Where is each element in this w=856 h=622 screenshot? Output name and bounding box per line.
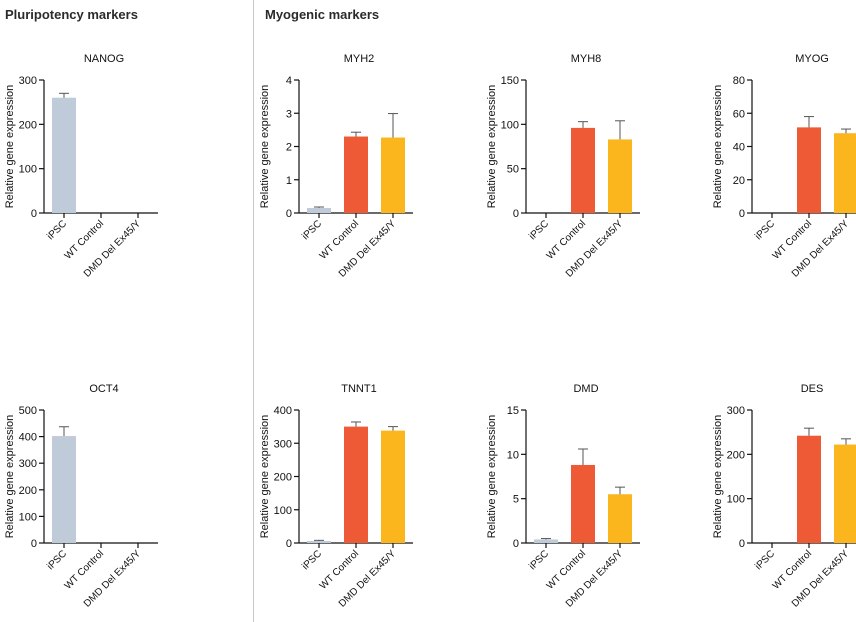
y-axis-label: Relative gene expression [4, 85, 16, 209]
y-tick-label: 200 [727, 449, 745, 461]
y-tick-label: 0 [31, 208, 37, 220]
bar [52, 97, 76, 213]
chart-myog: MYOG Relative gene expression 0 20 40 60 80 iPS… [712, 53, 856, 280]
y-tick-label: 1 [286, 175, 292, 187]
y-tick-label: 100 [727, 494, 745, 506]
bar [344, 426, 368, 543]
chart-title: OCT4 [89, 383, 118, 395]
y-tick-label: 150 [501, 75, 519, 87]
bar [344, 136, 368, 213]
y-axis-label: Relative gene expression [4, 415, 16, 539]
y-tick-label: 300 [19, 75, 37, 87]
bar [834, 133, 856, 213]
y-tick-label: 200 [274, 472, 292, 484]
y-tick-label: 300 [19, 458, 37, 470]
y-tick-label: 0 [513, 208, 519, 220]
y-axis-label: Relative gene expression [712, 415, 724, 539]
chart-title: MYOG [795, 53, 829, 65]
y-tick-label: 10 [507, 449, 519, 461]
chart-nanog: NANOG Relative gene expression 0 100 200 300 i… [4, 53, 158, 280]
chart-myh8: MYH8 Relative gene expression 0 50 100 150 iPS… [486, 53, 640, 280]
bar [571, 464, 595, 543]
bar [52, 436, 76, 543]
x-tick-label: iPSC [300, 218, 324, 242]
y-axis-label: Relative gene expression [712, 85, 724, 209]
x-tick-label: iPSC [753, 548, 777, 572]
y-axis-label: Relative gene expression [486, 415, 498, 539]
y-tick-label: 50 [507, 164, 519, 176]
bar [381, 137, 405, 213]
bar [797, 127, 821, 213]
bar [307, 541, 331, 543]
section-divider [253, 0, 254, 622]
y-tick-label: 2 [286, 142, 292, 154]
chart-des: DES Relative gene expression 0 100 200 300 iPS… [712, 383, 856, 610]
chart-title: MYH2 [344, 53, 375, 65]
y-tick-label: 300 [274, 438, 292, 450]
y-tick-label: 500 [19, 405, 37, 417]
y-tick-label: 3 [286, 108, 292, 120]
y-axis-label: Relative gene expression [259, 415, 271, 539]
y-tick-label: 100 [501, 119, 519, 131]
x-tick-label: iPSC [45, 218, 69, 242]
bar [381, 430, 405, 543]
y-tick-label: 4 [286, 75, 292, 87]
y-tick-label: 0 [286, 208, 292, 220]
bar [608, 494, 632, 543]
bar [307, 208, 331, 213]
y-tick-label: 5 [513, 494, 519, 506]
y-tick-label: 0 [739, 208, 745, 220]
y-axis-label: Relative gene expression [259, 85, 271, 209]
x-tick-label: iPSC [753, 218, 777, 242]
bar [534, 539, 558, 543]
chart-title: MYH8 [571, 53, 602, 65]
chart-title: DMD [573, 383, 598, 395]
y-tick-label: 100 [274, 505, 292, 517]
chart-title: DES [801, 383, 824, 395]
y-tick-label: 300 [727, 405, 745, 417]
y-axis-label: Relative gene expression [486, 85, 498, 209]
pluripotency-section-title: Pluripotency markers [5, 7, 138, 22]
y-tick-label: 15 [507, 405, 519, 417]
chart-oct4: OCT4 Relative gene expression 0 100 200 300 40… [4, 383, 158, 610]
chart-title: NANOG [84, 53, 124, 65]
y-tick-label: 200 [19, 119, 37, 131]
myogenic-section-title: Myogenic markers [265, 7, 380, 22]
y-tick-label: 100 [19, 164, 37, 176]
bar [797, 435, 821, 543]
x-tick-label: iPSC [45, 548, 69, 572]
y-tick-label: 0 [513, 538, 519, 550]
bar [608, 139, 632, 213]
y-tick-label: 400 [19, 432, 37, 444]
y-tick-label: 0 [739, 538, 745, 550]
x-tick-label: iPSC [527, 218, 551, 242]
y-tick-label: 40 [733, 142, 745, 154]
y-tick-label: 0 [31, 538, 37, 550]
chart-title: TNNT1 [341, 383, 376, 395]
chart-tnnt1: TNNT1 Relative gene expression 0 100 200 300 4… [259, 383, 413, 610]
y-tick-label: 80 [733, 75, 745, 87]
y-tick-label: 60 [733, 108, 745, 120]
y-tick-label: 200 [19, 485, 37, 497]
y-tick-label: 100 [19, 511, 37, 523]
y-tick-label: 0 [286, 538, 292, 550]
x-tick-label: iPSC [527, 548, 551, 572]
bar [834, 444, 856, 543]
x-tick-label: iPSC [300, 548, 324, 572]
y-tick-label: 20 [733, 175, 745, 187]
y-tick-label: 400 [274, 405, 292, 417]
bar [571, 127, 595, 213]
